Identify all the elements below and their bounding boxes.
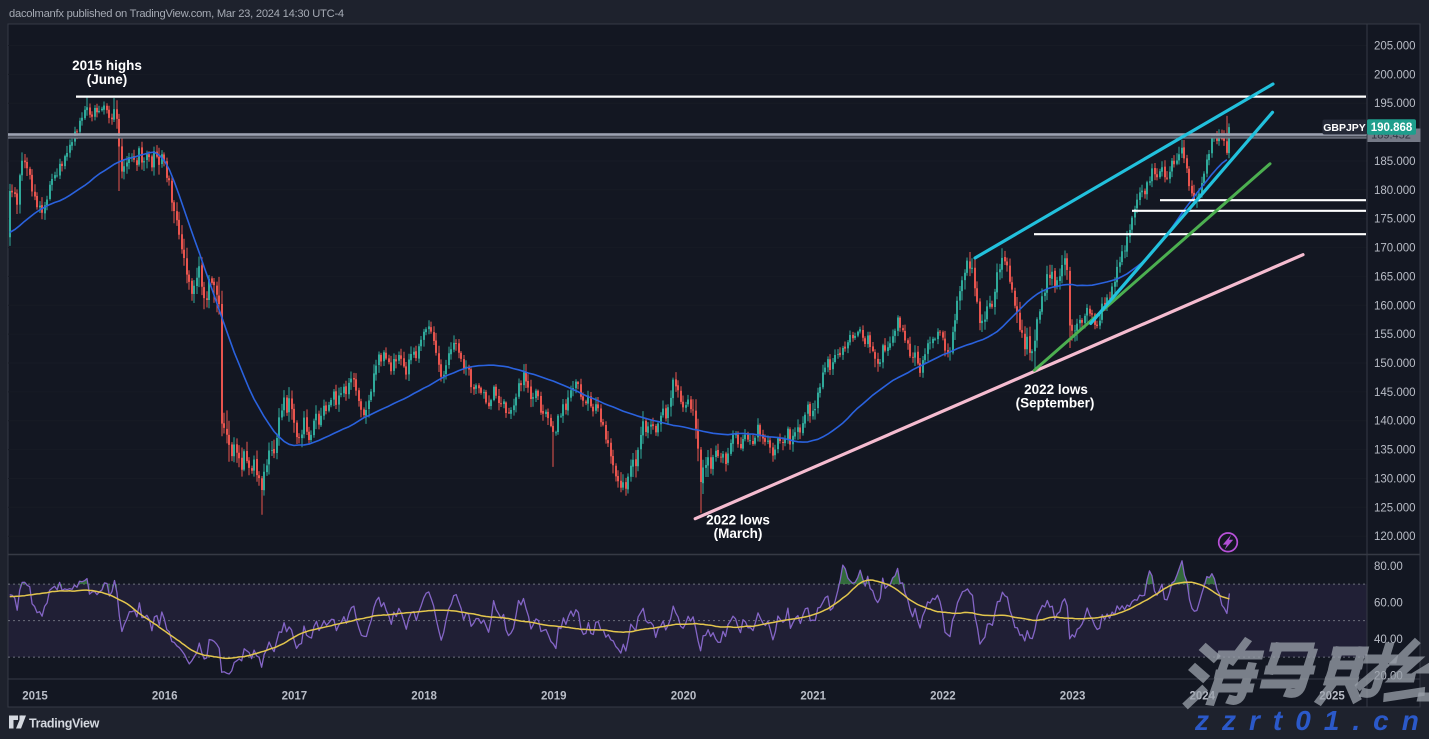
- svg-text:2016: 2016: [152, 691, 178, 703]
- svg-text:170.000: 170.000: [1374, 243, 1416, 255]
- svg-text:80.00: 80.00: [1374, 561, 1403, 573]
- svg-text:zzrt01.cn: zzrt01.cn: [1194, 705, 1429, 736]
- svg-text:145.000: 145.000: [1374, 387, 1416, 399]
- svg-text:2021: 2021: [800, 691, 826, 703]
- svg-text:180.000: 180.000: [1374, 185, 1416, 197]
- svg-text:165.000: 165.000: [1374, 271, 1416, 283]
- svg-text:40.00: 40.00: [1374, 634, 1403, 646]
- svg-text:175.000: 175.000: [1374, 214, 1416, 226]
- svg-text:120.000: 120.000: [1374, 531, 1416, 543]
- svg-text:195.000: 195.000: [1374, 98, 1416, 110]
- svg-text:2022 lows: 2022 lows: [706, 513, 770, 528]
- svg-text:2017: 2017: [282, 691, 308, 703]
- svg-text:2019: 2019: [541, 691, 567, 703]
- svg-text:150.000: 150.000: [1374, 358, 1416, 370]
- svg-text:60.00: 60.00: [1374, 597, 1403, 609]
- svg-text:2022 lows: 2022 lows: [1024, 382, 1088, 397]
- svg-text:dacolmanfx published on Tradin: dacolmanfx published on TradingView.com,…: [9, 8, 344, 20]
- svg-text:185.000: 185.000: [1374, 156, 1416, 168]
- svg-text:2020: 2020: [671, 691, 697, 703]
- svg-text:160.000: 160.000: [1374, 300, 1416, 312]
- svg-text:140.000: 140.000: [1374, 416, 1416, 428]
- svg-text:(September): (September): [1016, 396, 1095, 411]
- svg-text:205.000: 205.000: [1374, 41, 1416, 53]
- svg-text:190.868: 190.868: [1371, 122, 1413, 134]
- svg-text:2015: 2015: [22, 691, 48, 703]
- svg-text:(June): (June): [87, 72, 128, 87]
- svg-text:130.000: 130.000: [1374, 474, 1416, 486]
- svg-text:GBPJPY: GBPJPY: [1323, 122, 1366, 134]
- svg-text:TradingView: TradingView: [29, 717, 100, 731]
- svg-text:2023: 2023: [1060, 691, 1086, 703]
- svg-text:(March): (March): [714, 526, 763, 541]
- svg-text:135.000: 135.000: [1374, 445, 1416, 457]
- svg-text:2015 highs: 2015 highs: [72, 58, 142, 73]
- svg-text:125.000: 125.000: [1374, 502, 1416, 514]
- svg-text:200.000: 200.000: [1374, 69, 1416, 81]
- svg-text:155.000: 155.000: [1374, 329, 1416, 341]
- svg-text:2022: 2022: [930, 691, 956, 703]
- svg-text:2018: 2018: [411, 691, 437, 703]
